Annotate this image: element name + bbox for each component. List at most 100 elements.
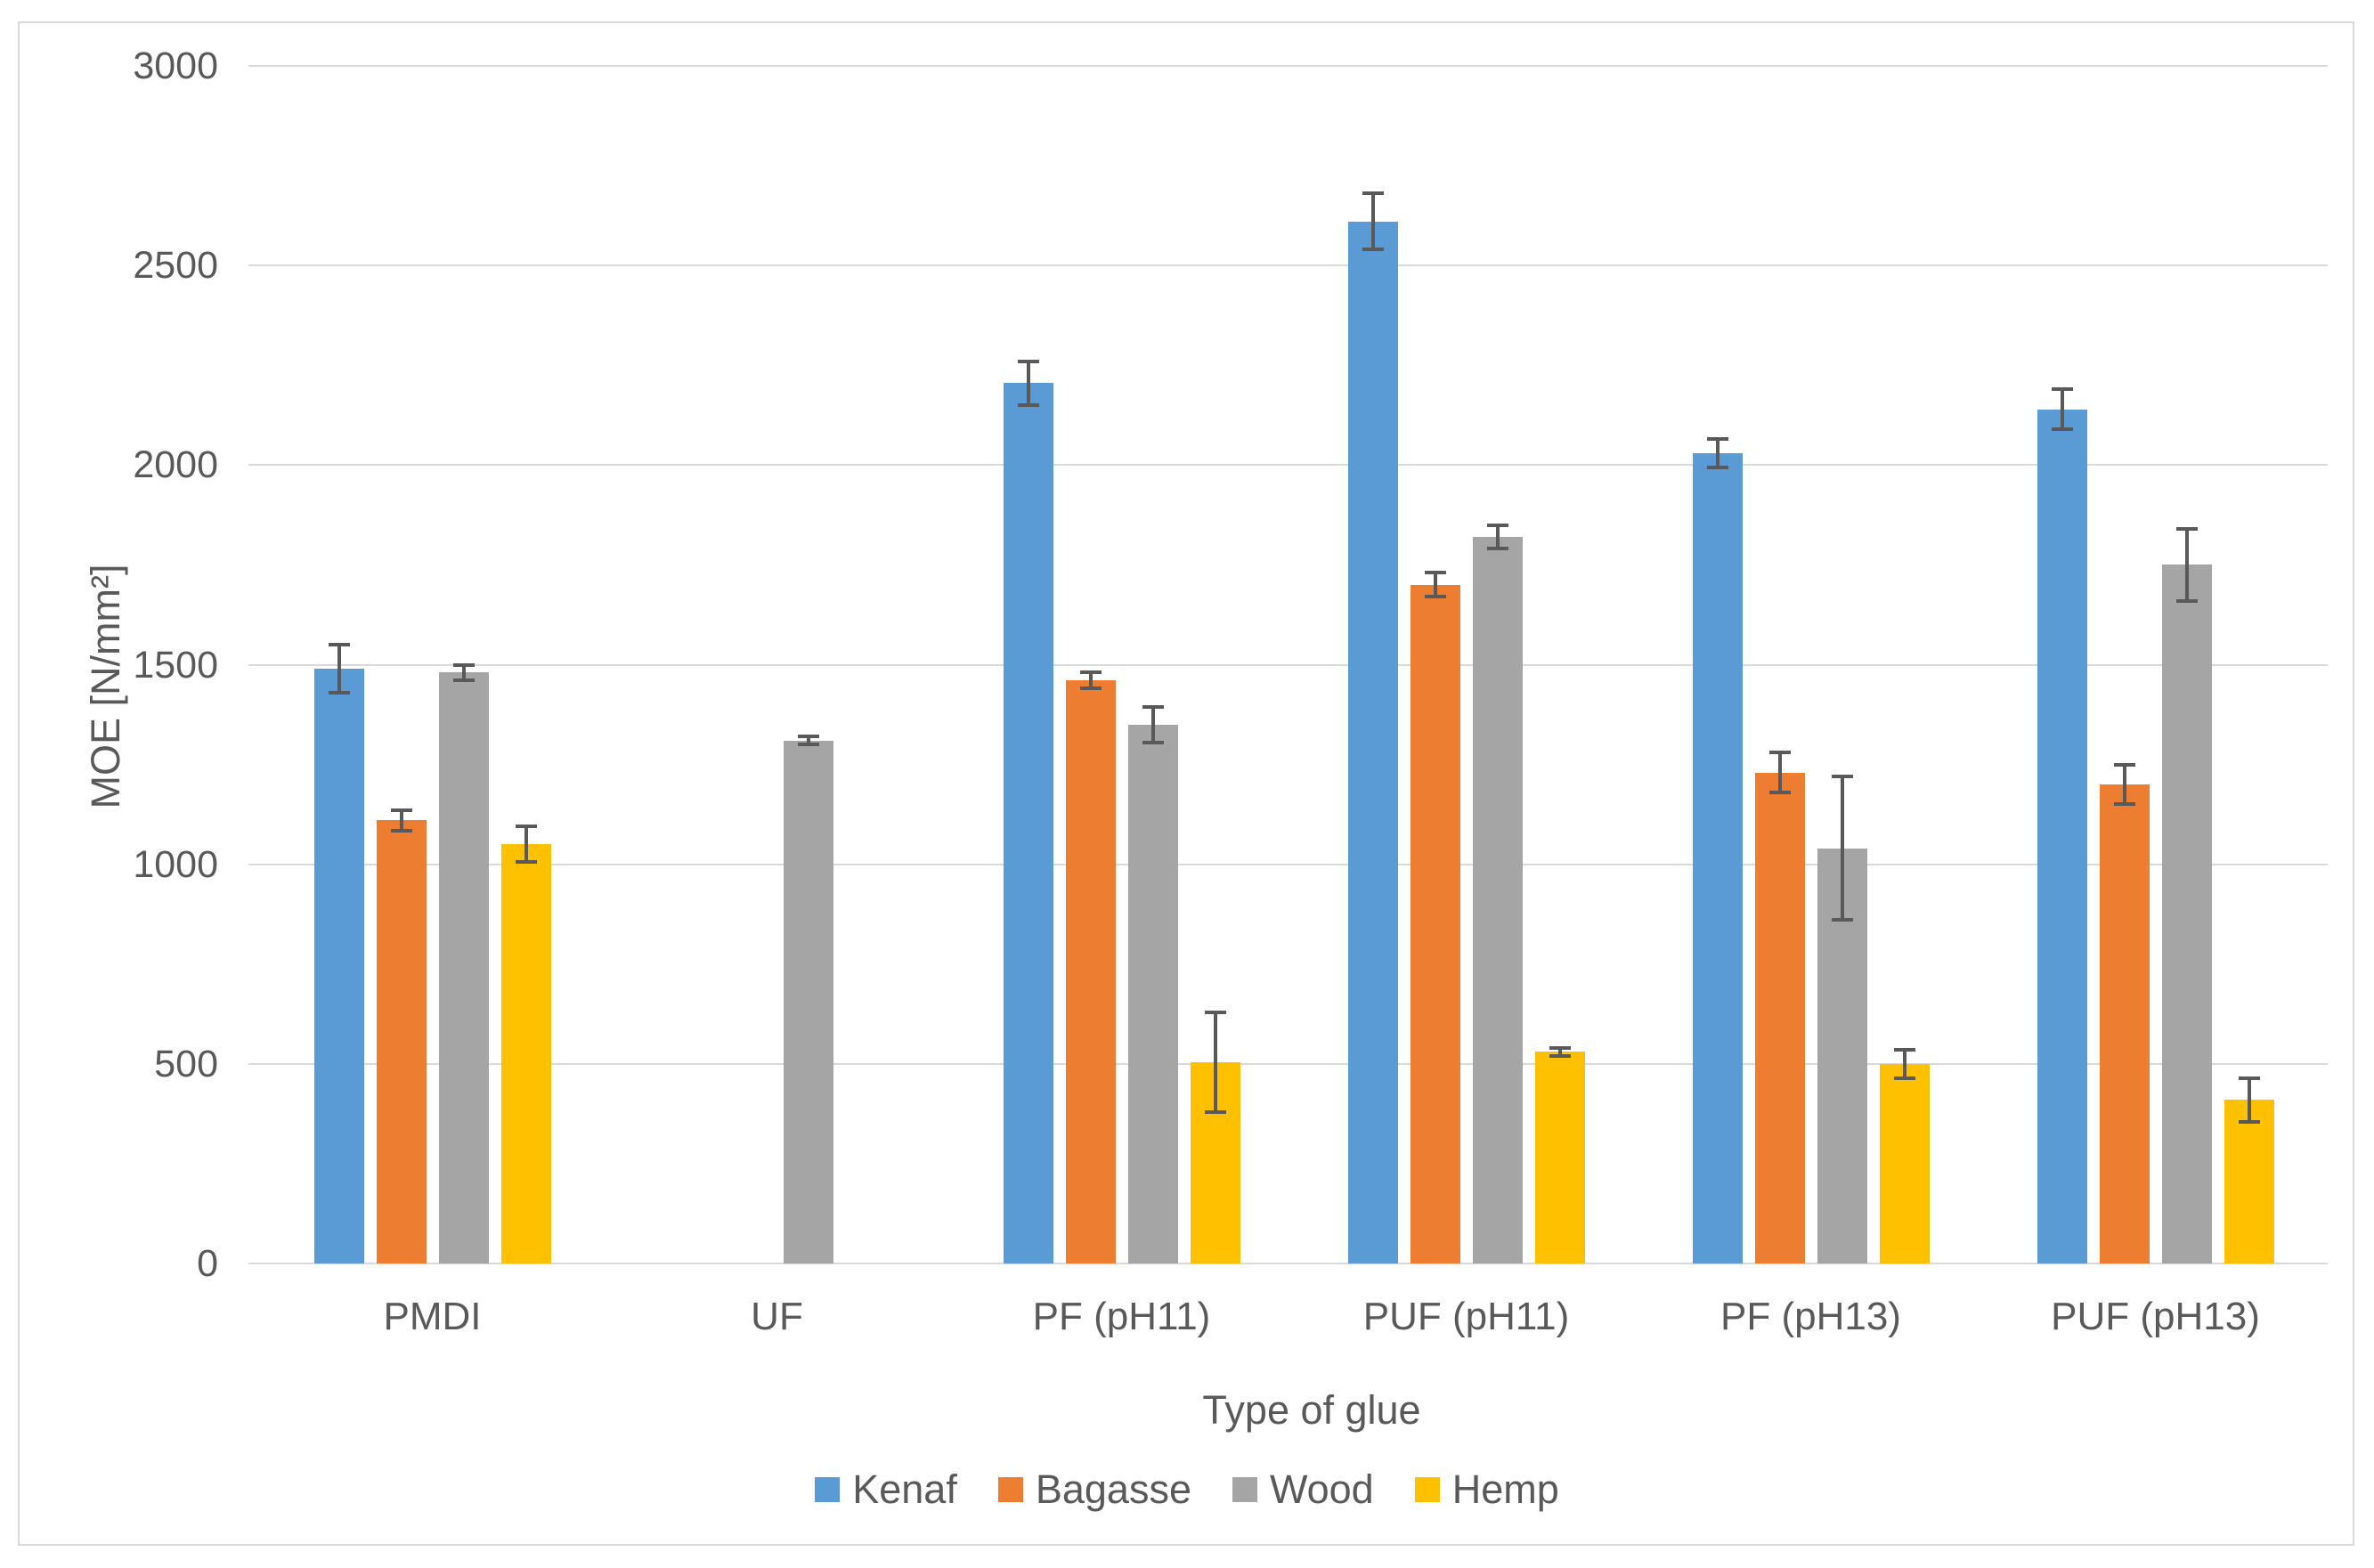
error-bar-line	[2060, 389, 2064, 429]
error-bar-line	[1213, 1011, 1217, 1112]
error-bar-line	[1433, 573, 1437, 597]
x-axis-title: Type of glue	[1202, 1387, 1421, 1433]
x-category-label-4: PUF (pH11)	[1362, 1295, 1570, 1338]
error-bar-line	[1495, 524, 1500, 549]
bar-hemp-1	[500, 844, 551, 1263]
x-category-label-6: PUF (pH13)	[2051, 1295, 2260, 1338]
error-bar-line	[1840, 776, 1844, 921]
legend-item-kenaf: Kenaf	[815, 1467, 957, 1512]
y-tick-label: 500	[154, 1042, 218, 1085]
legend-item-wood: Wood	[1232, 1467, 1374, 1512]
error-bar-line	[461, 664, 466, 681]
error-bar-cap	[2238, 1076, 2260, 1080]
legend-swatch-kenaf	[815, 1477, 841, 1502]
chart-frame: MOE [N/mm²] Type of glue 0 500 1000 1500 200…	[18, 21, 2354, 1546]
error-bar-cap	[1706, 465, 1728, 469]
x-category-label-2: UF	[751, 1295, 803, 1338]
gridline	[248, 65, 2328, 67]
error-bar-cap	[390, 828, 412, 833]
error-bar-cap	[1486, 523, 1508, 527]
error-bar-cap	[328, 690, 350, 695]
error-bar-cap	[2175, 527, 2198, 532]
legend-swatch-wood	[1232, 1477, 1257, 1502]
error-bar-cap	[1079, 687, 1102, 691]
error-bar-cap	[328, 643, 350, 647]
error-bar-cap	[1768, 790, 1791, 794]
error-bar-line	[2247, 1077, 2251, 1122]
error-bar-cap	[2175, 598, 2198, 603]
bar-hemp-6	[2224, 1100, 2274, 1263]
legend-label: Wood	[1269, 1466, 1374, 1512]
error-bar-cap	[515, 860, 537, 865]
error-bar-cap	[1893, 1076, 1915, 1080]
error-bar-line	[1902, 1050, 1907, 1078]
error-bar-cap	[1549, 1053, 1571, 1058]
gridline	[248, 863, 2328, 865]
bar-bagasse-4	[1410, 584, 1460, 1263]
gridline	[248, 464, 2328, 467]
bar-kenaf-6	[2037, 409, 2087, 1263]
error-bar-cap	[1831, 918, 1853, 922]
x-category-label-5: PF (pH13)	[1720, 1295, 1901, 1338]
y-axis-title: MOE [N/mm²]	[83, 564, 128, 809]
y-tick-label: 3000	[133, 45, 218, 87]
bar-kenaf-5	[1692, 452, 1743, 1263]
x-axis-line	[248, 1263, 2328, 1264]
bar-bagasse-3	[1065, 680, 1116, 1263]
legend-label: Bagasse	[1035, 1466, 1191, 1512]
error-bar-line	[1370, 193, 1375, 250]
error-bar-cap	[1204, 1010, 1226, 1014]
bar-kenaf-1	[313, 668, 364, 1263]
error-bar-cap	[1486, 547, 1508, 551]
legend-label: Hemp	[1451, 1466, 1559, 1512]
error-bar-line	[524, 826, 528, 863]
error-bar-cap	[2113, 762, 2135, 767]
bar-hemp-4	[1534, 1052, 1585, 1263]
error-bar-line	[2122, 764, 2126, 805]
y-tick-label: 2500	[133, 244, 218, 288]
error-bar-line	[1777, 752, 1782, 792]
error-bar-line	[1088, 672, 1093, 689]
error-bar-line	[1150, 706, 1155, 743]
error-bar-cap	[2238, 1119, 2260, 1124]
error-bar-cap	[1831, 775, 1853, 779]
y-tick-label: 0	[197, 1242, 218, 1285]
error-bar-cap	[390, 808, 412, 813]
error-bar-line	[1026, 361, 1030, 406]
bar-kenaf-3	[1003, 383, 1053, 1263]
error-bar-cap	[1362, 191, 1384, 196]
error-bar-line	[337, 645, 341, 693]
error-bar-cap	[1893, 1048, 1915, 1052]
legend-item-bagasse: Bagasse	[997, 1466, 1191, 1512]
gridline	[248, 663, 2328, 666]
bar-hemp-5	[1879, 1063, 1930, 1263]
error-bar-line	[2184, 529, 2189, 601]
y-tick-label: 2000	[133, 443, 218, 487]
gridline	[248, 264, 2328, 267]
error-bar-cap	[1768, 751, 1791, 755]
error-bar-cap	[2051, 427, 2073, 431]
error-bar-line	[399, 810, 403, 831]
legend-swatch-hemp	[1414, 1477, 1440, 1502]
error-bar-cap	[515, 825, 537, 829]
x-category-label-1: PMDI	[383, 1295, 482, 1338]
bar-wood-6	[2161, 565, 2212, 1263]
error-bar-cap	[1142, 704, 1164, 709]
error-bar-cap	[452, 662, 475, 667]
x-category-label-3: PF (pH11)	[1032, 1295, 1211, 1338]
bar-wood-3	[1127, 724, 1178, 1263]
error-bar-cap	[1424, 595, 1446, 599]
legend-item-hemp: Hemp	[1414, 1466, 1559, 1512]
bar-bagasse-1	[376, 820, 427, 1263]
error-bar-cap	[1424, 571, 1446, 575]
error-bar-cap	[1362, 248, 1384, 252]
legend-swatch-bagasse	[997, 1477, 1023, 1502]
error-bar-cap	[2113, 802, 2135, 807]
bar-kenaf-4	[1347, 221, 1398, 1263]
error-bar-cap	[1017, 359, 1039, 363]
error-bar-cap	[1549, 1045, 1571, 1050]
bar-wood-4	[1472, 537, 1523, 1263]
error-bar-cap	[797, 735, 819, 739]
error-bar-cap	[1142, 740, 1164, 744]
